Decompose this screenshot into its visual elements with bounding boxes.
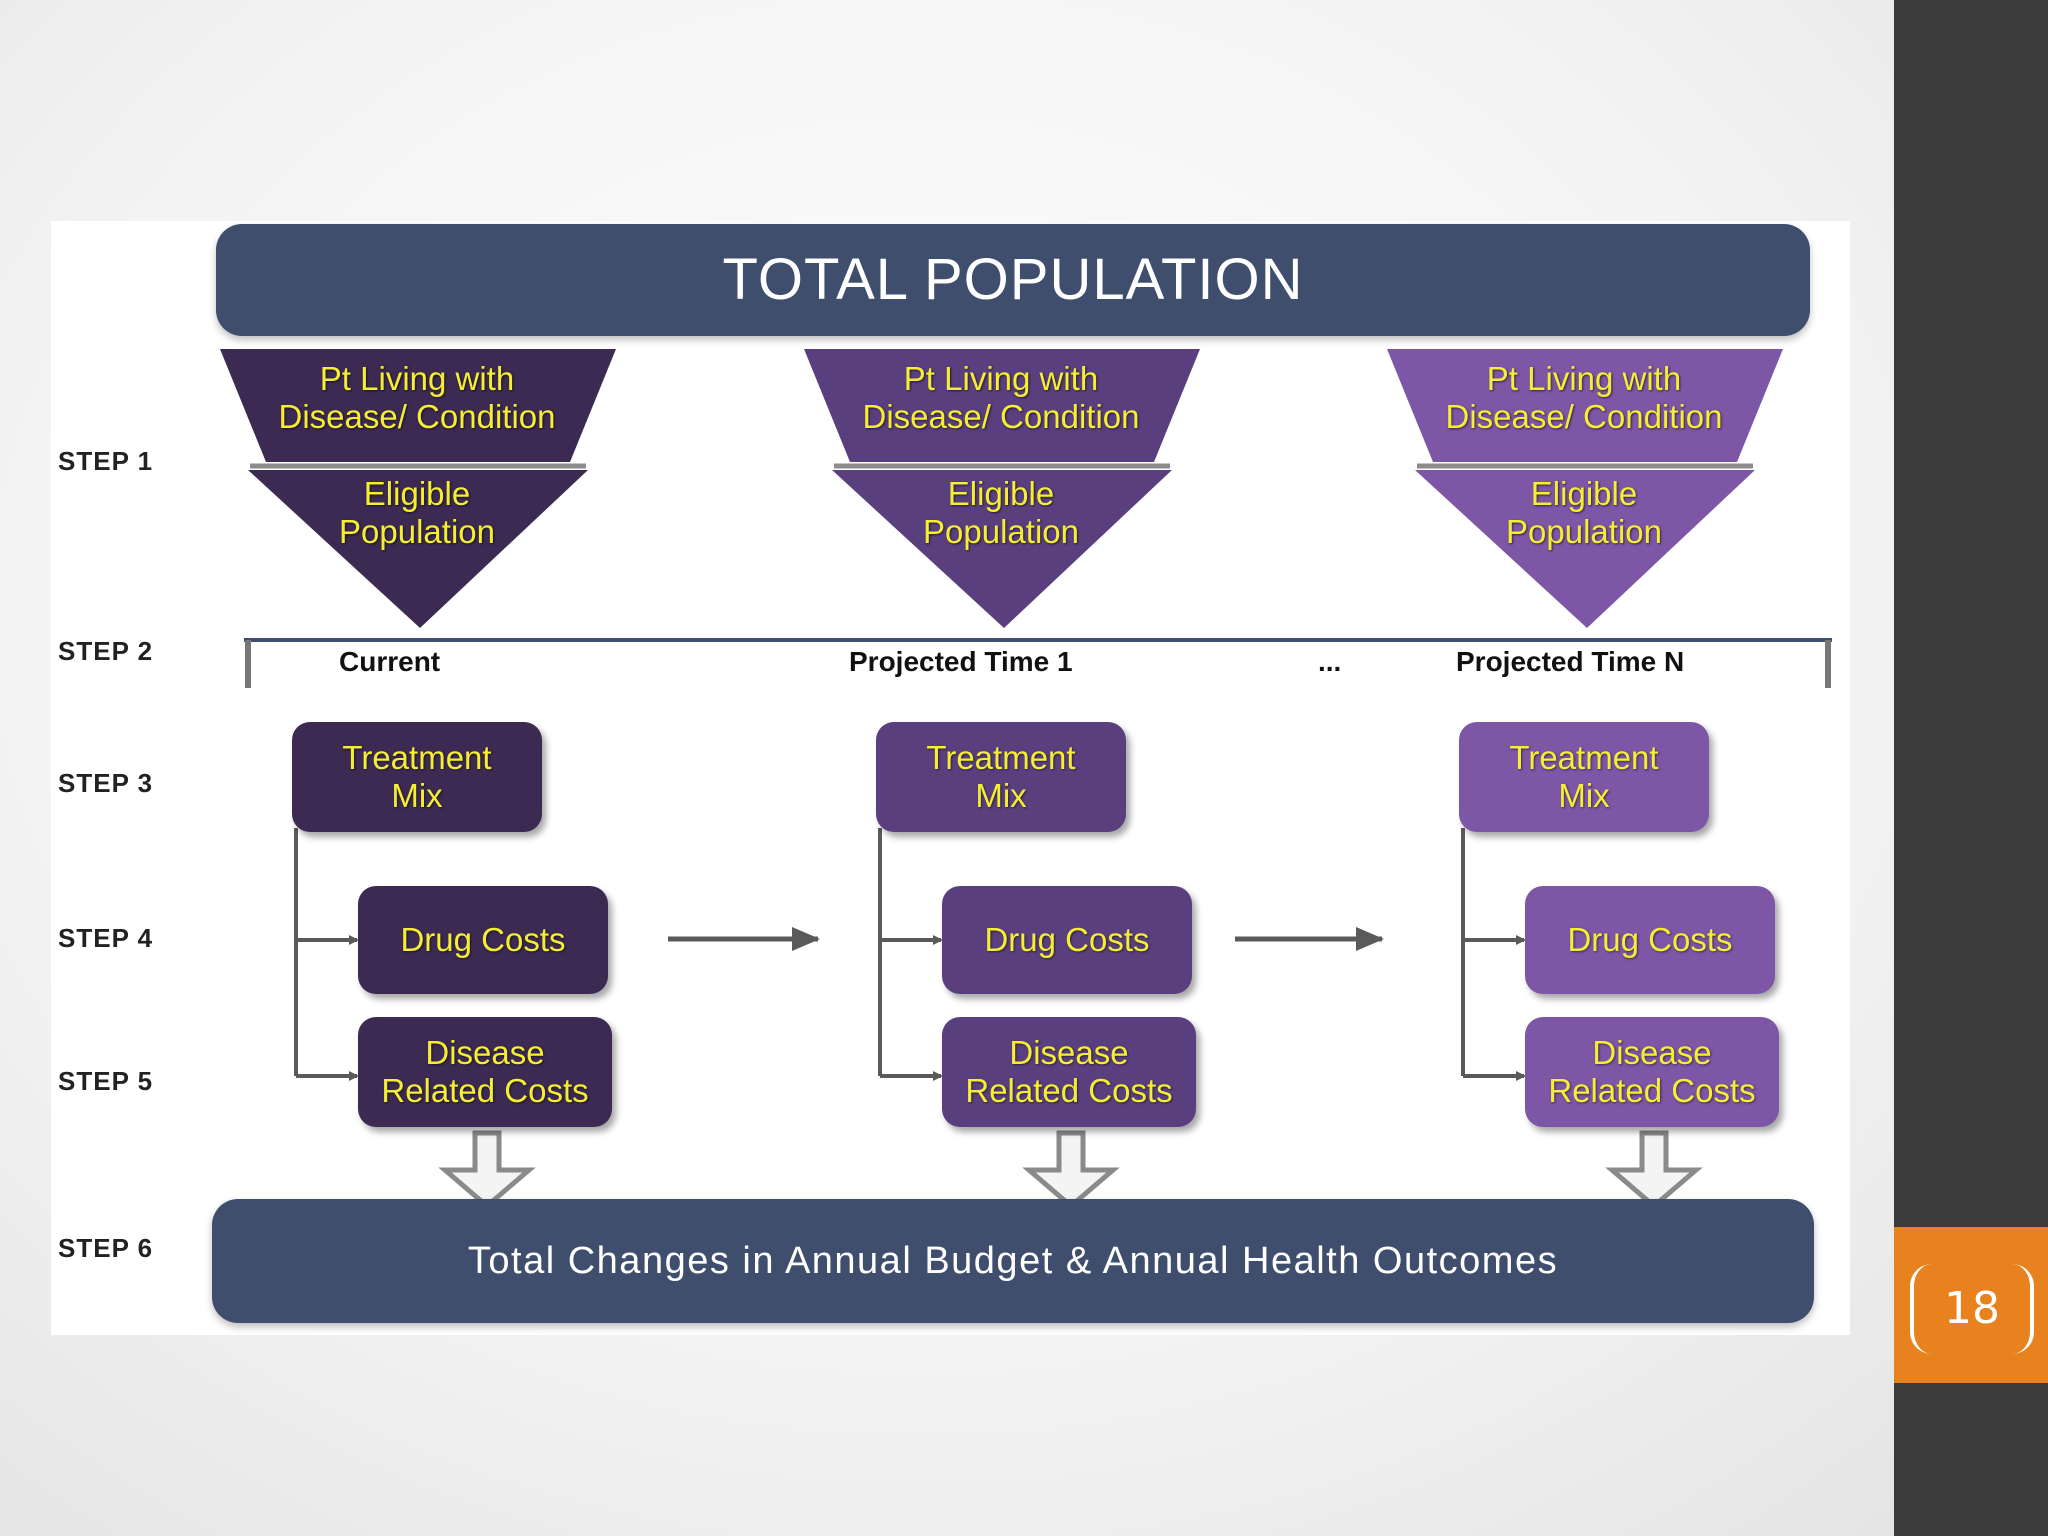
- down-arrow-1: [438, 1130, 536, 1210]
- funnel-label-disease-1: Pt Living with Disease/ Condition: [278, 360, 556, 435]
- total-changes-banner: Total Changes in Annual Budget & Annual …: [212, 1199, 1814, 1323]
- drug-costs-box-2: Drug Costs: [942, 886, 1192, 994]
- step-3-label: STEP 3: [58, 768, 154, 798]
- funnel-label-eligible-2: Eligible Population: [923, 475, 1079, 550]
- step-6-label: STEP 6: [58, 1233, 154, 1263]
- funnel-label-eligible-3: Eligible Population: [1506, 475, 1662, 550]
- down-arrow-2: [1022, 1130, 1120, 1210]
- page-number: 18: [1944, 1283, 2000, 1334]
- disease-costs-box-2: Disease Related Costs: [942, 1017, 1196, 1127]
- step-1-label: STEP 1: [58, 446, 154, 476]
- funnel-label-disease-2: Pt Living with Disease/ Condition: [862, 360, 1140, 435]
- drug-costs-box-3: Drug Costs: [1525, 886, 1775, 994]
- treatment-mix-box-1: Treatment Mix: [292, 722, 542, 832]
- treatment-mix-box-3: Treatment Mix: [1459, 722, 1709, 832]
- funnel-bottom-3: [1415, 470, 1755, 628]
- timeline-label-projected-1: Projected Time 1: [849, 646, 1073, 677]
- funnel-top-3: [1387, 349, 1783, 462]
- step-4-label: STEP 4: [58, 923, 154, 953]
- funnel-bottom-2: [832, 470, 1172, 628]
- step-5-label: STEP 5: [58, 1066, 154, 1096]
- funnel-bottom-1: [248, 470, 588, 628]
- disease-costs-box-3: Disease Related Costs: [1525, 1017, 1779, 1127]
- timeline-label-projected-n: Projected Time N: [1456, 646, 1685, 677]
- timeline-label-ellipsis: ...: [1318, 646, 1342, 677]
- funnel-label-eligible-1: Eligible Population: [339, 475, 495, 550]
- down-arrow-3: [1605, 1130, 1703, 1210]
- page-number-frame: [1910, 1264, 2034, 1354]
- drug-costs-box-1: Drug Costs: [358, 886, 608, 994]
- timeline-label-current: Current: [339, 646, 441, 677]
- timeline-bracket: [244, 638, 1832, 688]
- funnel-top-2: [804, 349, 1200, 462]
- treatment-mix-box-2: Treatment Mix: [876, 722, 1126, 832]
- funnel-top-1: [220, 349, 616, 462]
- page-number-badge: [1894, 1227, 2048, 1383]
- total-population-banner: TOTAL POPULATION: [216, 224, 1810, 336]
- disease-costs-box-1: Disease Related Costs: [358, 1017, 612, 1127]
- funnel-label-disease-3: Pt Living with Disease/ Condition: [1445, 360, 1723, 435]
- step-2-label: STEP 2: [58, 636, 154, 666]
